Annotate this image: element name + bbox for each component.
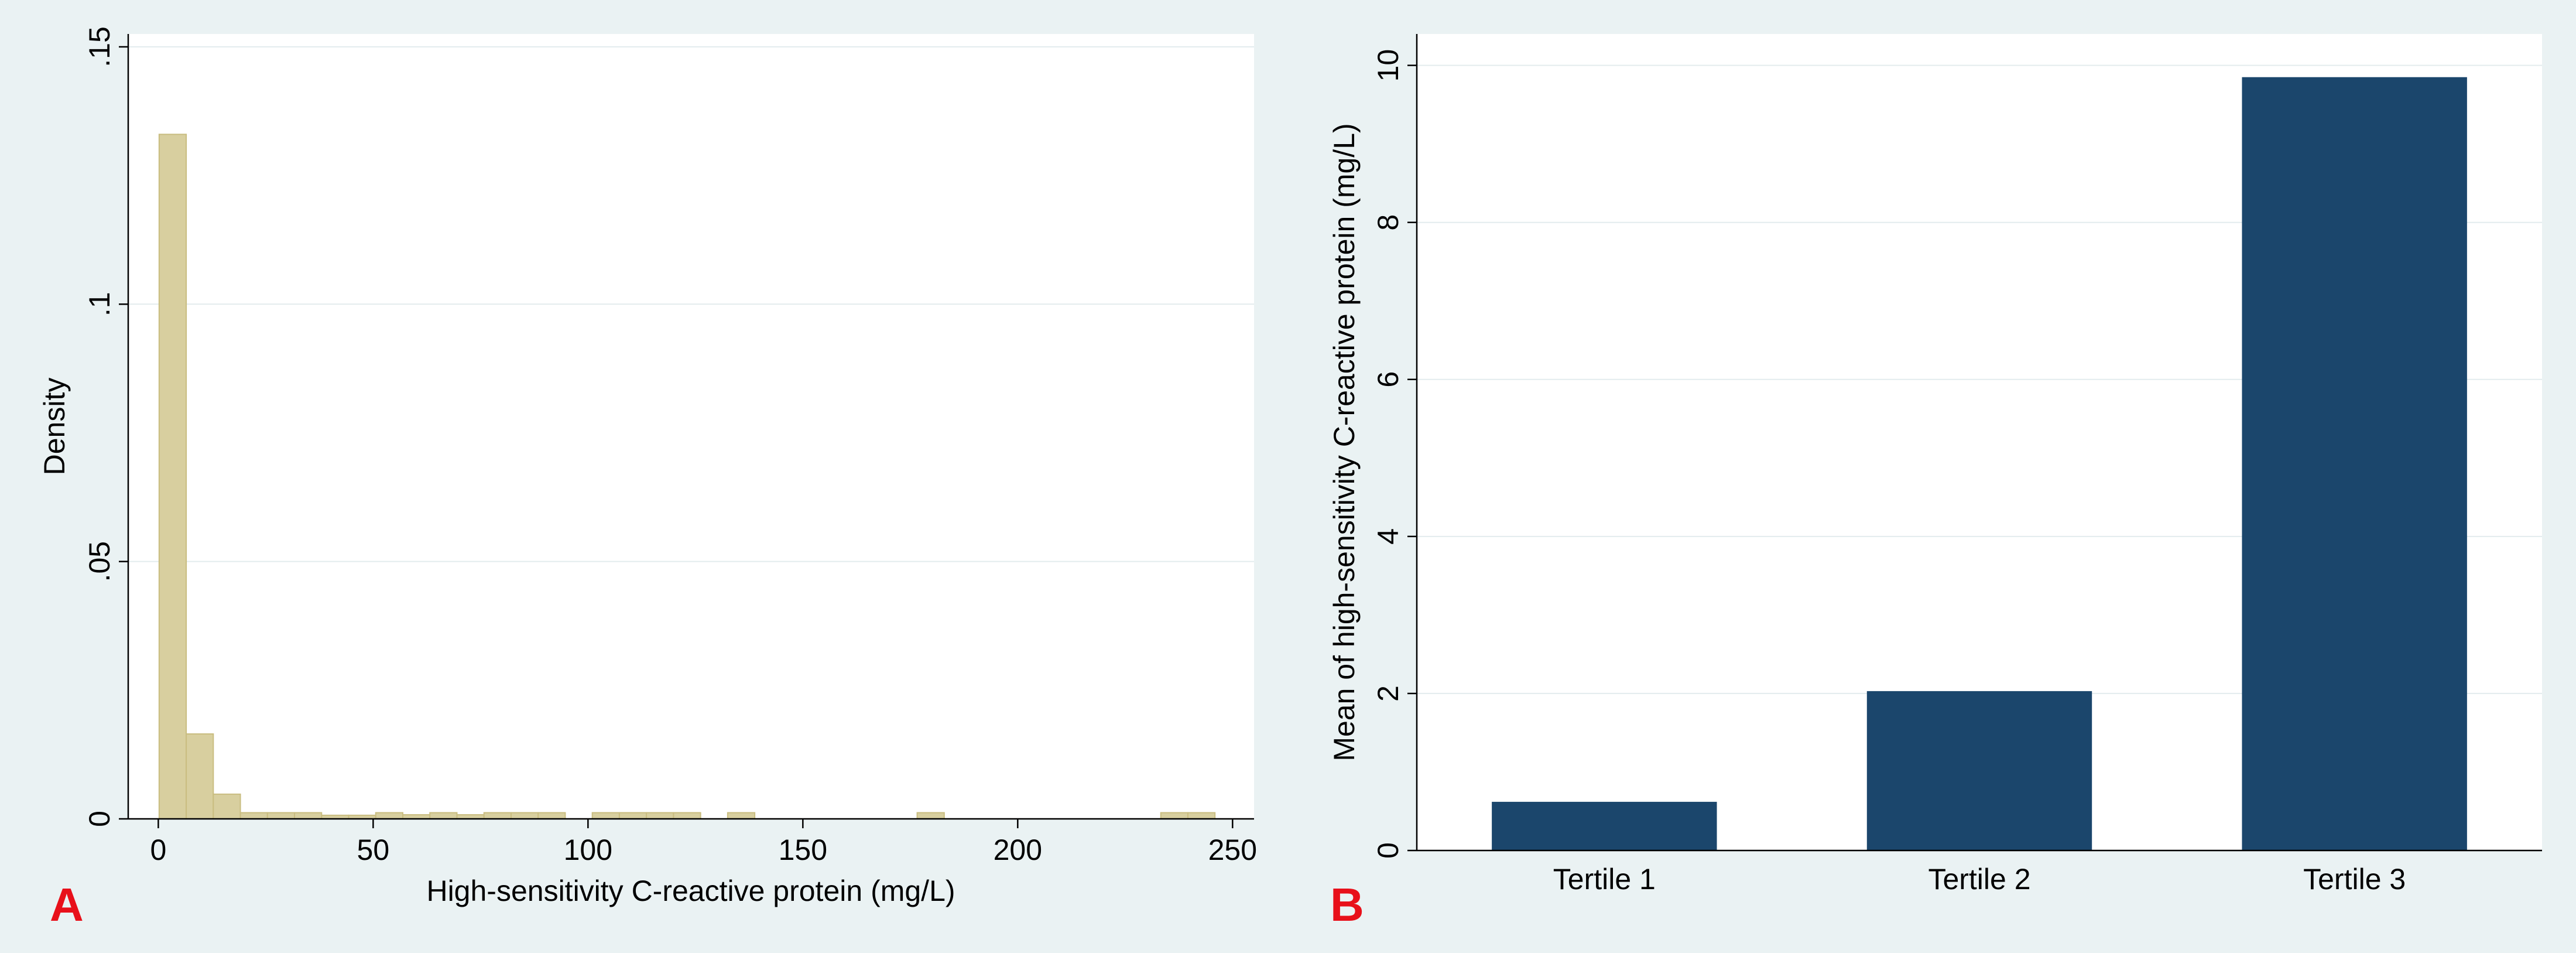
histogram-bar bbox=[618, 812, 648, 819]
panel-b: 0 2 4 6 8 10 Tertile 1 Tertile 2 Tertile 3 Mean… bbox=[1328, 34, 2542, 931]
panel-a-x-tick-label: 100 bbox=[564, 834, 612, 866]
histogram-bar bbox=[483, 812, 512, 819]
panel-b-y-tick-label: 4 bbox=[1372, 528, 1405, 545]
panel-a-x-tick-label: 150 bbox=[779, 834, 827, 866]
panel-a-y-tick-label: .05 bbox=[83, 541, 116, 582]
histogram-bar bbox=[1187, 812, 1216, 819]
panel-a-gridlines bbox=[128, 46, 1254, 562]
panel-b-bars bbox=[1492, 77, 2467, 850]
panel-a: 0 .05 .1 .15 0 50 100 150 200 250 High-sensitivi… bbox=[0, 0, 1288, 950]
panel-a-y-tick-label: 0 bbox=[83, 811, 116, 827]
histogram-bar bbox=[1160, 812, 1188, 819]
panel-a-x-axis-label: High-sensitivity C-reactive protein (mg/… bbox=[426, 875, 955, 907]
panel-a-x-tick-label: 250 bbox=[1208, 834, 1257, 866]
bar-tertile-2 bbox=[1866, 691, 2092, 850]
panel-b-letter-label: B bbox=[1330, 879, 1364, 931]
histogram-bar bbox=[537, 812, 566, 819]
panel-b-category-label: Tertile 2 bbox=[1928, 863, 2030, 896]
panel-a-x-tick-label: 200 bbox=[994, 834, 1042, 866]
panel-a-x-ticks: 0 50 100 150 200 250 bbox=[150, 819, 1257, 866]
panel-b-y-ticks: 0 2 4 6 8 10 bbox=[1372, 49, 1417, 859]
histogram-bar bbox=[646, 812, 674, 819]
histogram-bar bbox=[673, 812, 701, 819]
histogram-bar bbox=[294, 812, 323, 819]
panel-b-y-tick-label: 8 bbox=[1372, 214, 1405, 231]
histogram-bar bbox=[429, 812, 458, 819]
panel-b-category-labels: Tertile 1 Tertile 2 Tertile 3 bbox=[1553, 863, 2406, 896]
panel-a-letter-label: A bbox=[50, 879, 84, 931]
histogram-bar bbox=[186, 733, 214, 819]
panel-b-y-tick-label: 2 bbox=[1372, 685, 1405, 702]
histogram-bar bbox=[213, 793, 241, 820]
panel-a-x-tick-label: 0 bbox=[150, 834, 166, 866]
panel-b-category-label: Tertile 1 bbox=[1553, 863, 1656, 896]
histogram-bar bbox=[591, 812, 620, 819]
histogram-bar bbox=[158, 134, 187, 820]
panel-b-y-tick-label: 10 bbox=[1372, 49, 1405, 82]
bar-tertile-3 bbox=[2242, 77, 2467, 850]
panel-a-y-tick-label: .1 bbox=[83, 292, 116, 316]
histogram-bar bbox=[266, 812, 296, 819]
bar-tertile-1 bbox=[1492, 801, 1717, 850]
histogram-bar bbox=[510, 812, 539, 819]
panel-b-y-tick-label: 6 bbox=[1372, 371, 1405, 388]
histogram-bar bbox=[727, 812, 756, 819]
panel-a-y-tick-label: .15 bbox=[83, 26, 116, 67]
panel-a-plot-area bbox=[128, 34, 1254, 819]
panel-b-category-label: Tertile 3 bbox=[2303, 863, 2406, 896]
panel-b-y-tick-label: 0 bbox=[1372, 842, 1405, 859]
panel-a-x-tick-label: 50 bbox=[357, 834, 390, 866]
panel-a-y-axis-label: Density bbox=[38, 378, 71, 476]
histogram-bar bbox=[375, 812, 404, 819]
histogram-bar bbox=[916, 812, 945, 819]
histogram-bar bbox=[239, 812, 268, 819]
panel-a-y-ticks: 0 .05 .1 .15 bbox=[83, 26, 128, 827]
panel-b-y-axis-label: Mean of high-sensitivity C-reactive prot… bbox=[1328, 123, 1361, 761]
